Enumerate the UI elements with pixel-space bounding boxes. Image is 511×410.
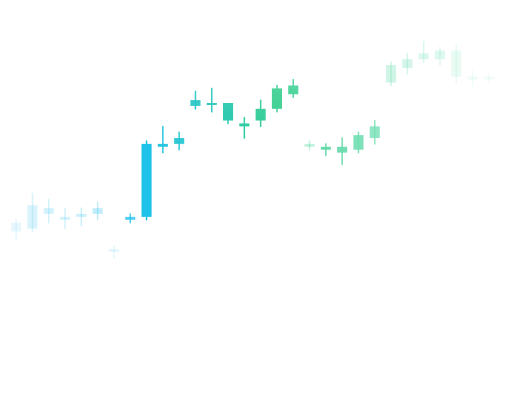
candle-body xyxy=(141,143,152,217)
candle-body xyxy=(255,108,266,121)
candle-body xyxy=(369,126,380,139)
candle-body xyxy=(288,85,299,95)
candle-body xyxy=(190,100,201,106)
candle-body xyxy=(418,53,429,60)
candle-body xyxy=(43,208,54,214)
candle-body xyxy=(467,76,478,80)
candle-body xyxy=(108,249,120,252)
candle-body xyxy=(304,143,315,147)
candle-body xyxy=(76,213,87,217)
candle-body xyxy=(92,208,103,214)
candle-body xyxy=(125,216,136,220)
candle-body xyxy=(451,50,462,77)
candle-body xyxy=(157,143,168,147)
candle-body xyxy=(27,205,38,229)
candle-body xyxy=(239,123,250,127)
candle-body xyxy=(206,103,217,105)
candle-body xyxy=(222,103,234,121)
candle-body xyxy=(320,146,331,150)
candle-body xyxy=(11,222,22,232)
candle-body xyxy=(434,50,446,60)
candle-body xyxy=(271,88,283,109)
candle-body xyxy=(483,76,494,80)
candle-body xyxy=(353,135,364,150)
candle-body xyxy=(385,65,397,83)
candle-body xyxy=(59,216,71,220)
candle-body xyxy=(402,59,413,68)
candle-body xyxy=(174,138,185,144)
candle-body xyxy=(337,146,348,153)
